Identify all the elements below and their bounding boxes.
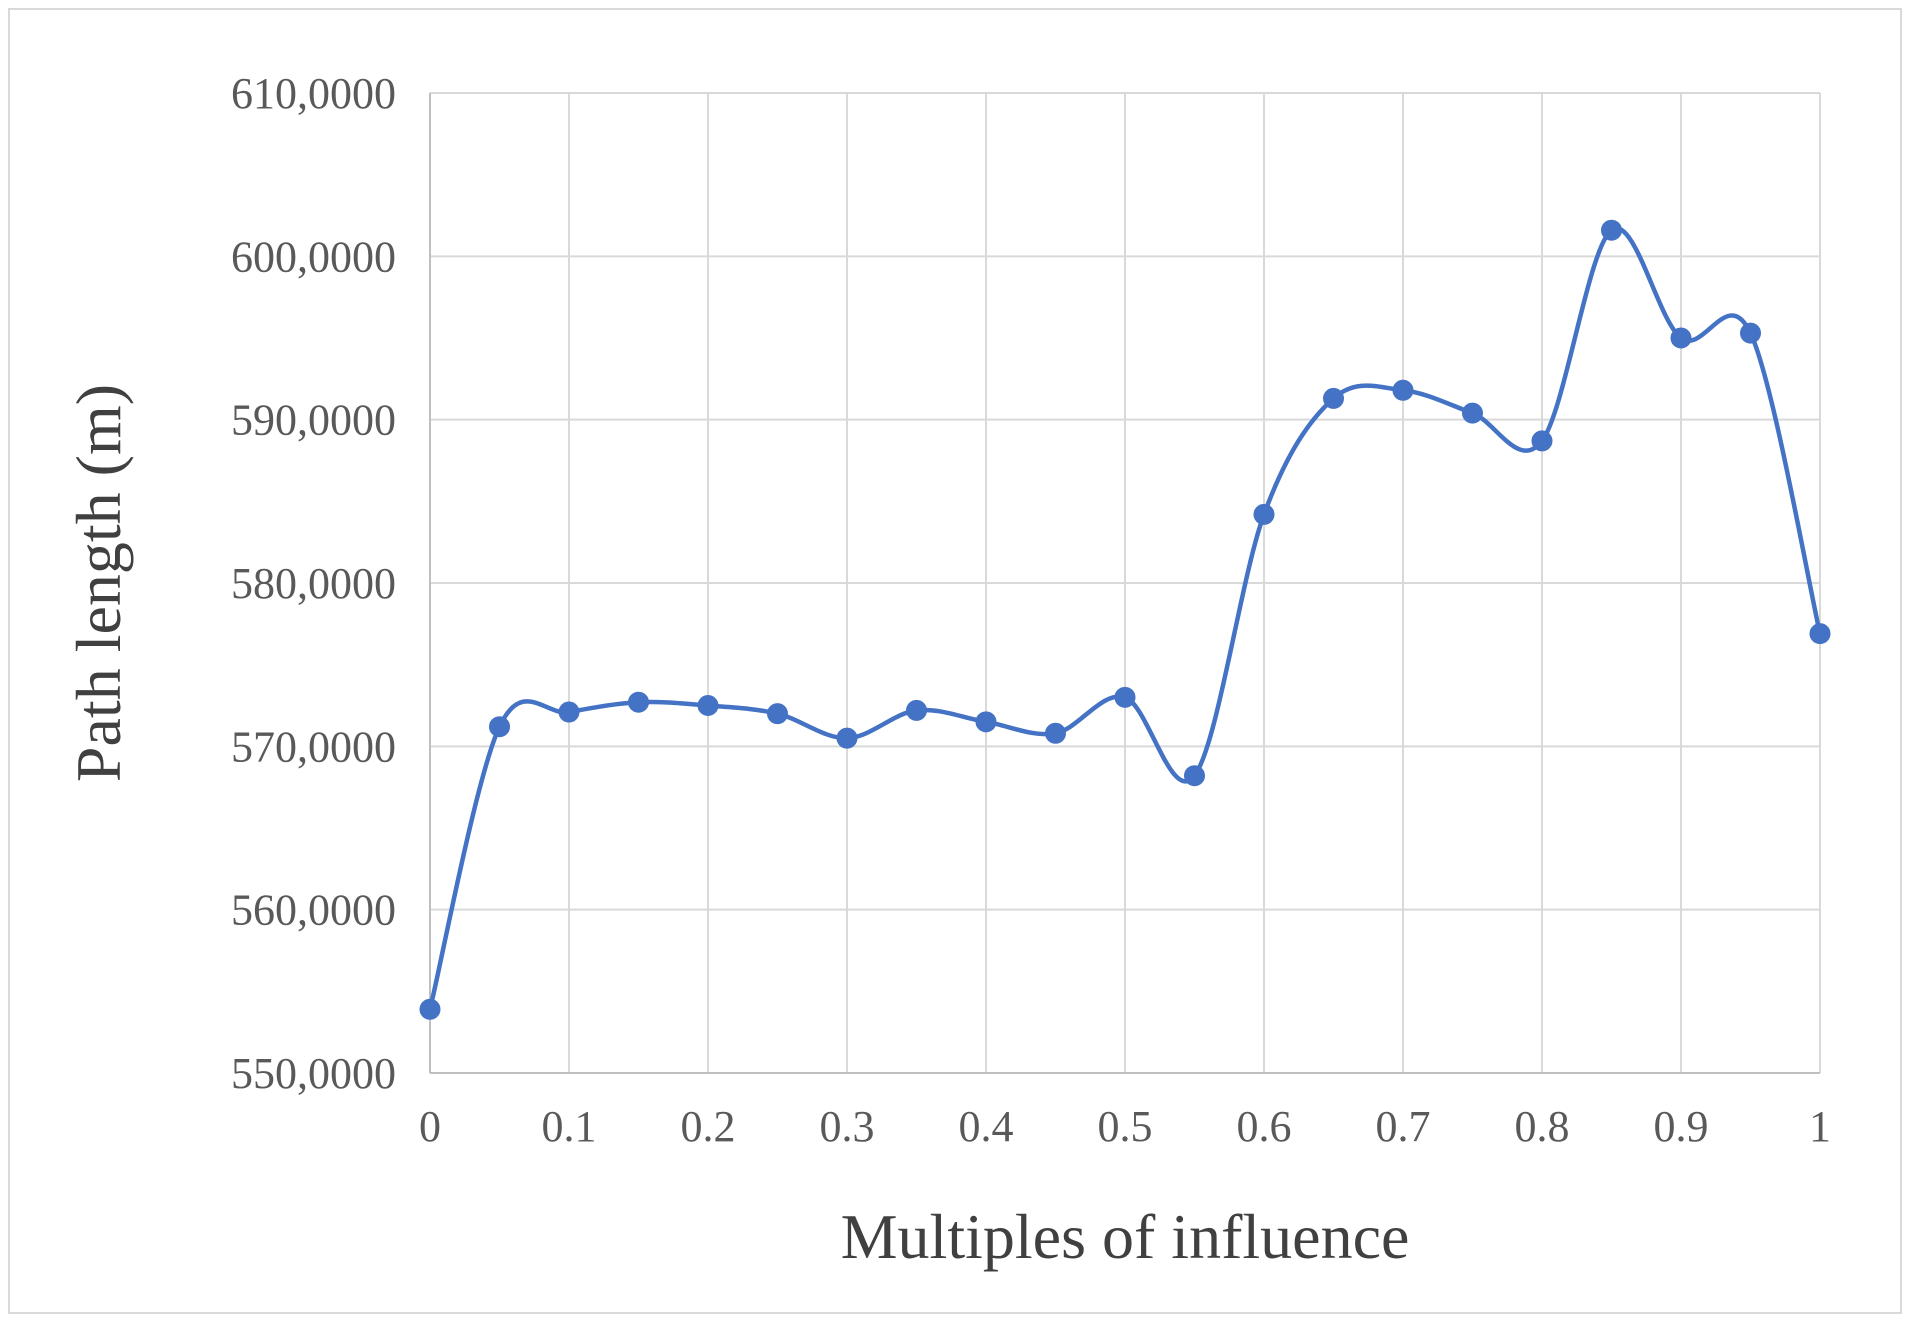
x-axis-title: Multiples of influence xyxy=(841,1201,1410,1272)
y-tick-label: 600,0000 xyxy=(231,232,396,281)
chart-frame xyxy=(8,8,1902,1314)
data-point xyxy=(1253,503,1275,525)
y-tick-label: 590,0000 xyxy=(231,396,396,445)
data-points xyxy=(419,219,1831,1020)
x-tick-label: 0.4 xyxy=(959,1102,1014,1151)
data-point xyxy=(1809,623,1831,645)
gridlines xyxy=(430,92,1821,1073)
y-tick-label: 550,0000 xyxy=(231,1049,396,1098)
y-tick-label: 560,0000 xyxy=(231,886,396,935)
x-tick-label: 0.3 xyxy=(820,1102,875,1151)
y-axis-tick-labels: 550,0000 560,0000 570,0000 580,0000 590,0000… xyxy=(231,69,396,1098)
x-tick-label: 0.6 xyxy=(1237,1102,1292,1151)
x-axis-tick-labels: 0 0.1 0.2 0.3 0.4 0.5 0.6 0.7 0.8 0.9 1 xyxy=(419,1102,1831,1151)
x-tick-label: 0 xyxy=(419,1102,441,1151)
y-axis-title: Path length (m) xyxy=(63,384,134,782)
data-point xyxy=(1323,387,1344,409)
data-point xyxy=(836,727,858,749)
data-point xyxy=(558,701,580,723)
data-point xyxy=(1601,219,1622,241)
x-tick-label: 0.1 xyxy=(542,1102,597,1151)
data-point xyxy=(1670,327,1692,349)
data-point xyxy=(628,691,649,713)
x-tick-label: 0.8 xyxy=(1515,1102,1570,1151)
data-point xyxy=(419,998,441,1020)
data-point xyxy=(1740,322,1761,344)
x-tick-label: 1 xyxy=(1809,1102,1831,1151)
data-point xyxy=(767,703,788,725)
data-point xyxy=(1462,402,1483,424)
data-point xyxy=(975,711,997,733)
x-tick-label: 0.7 xyxy=(1376,1102,1431,1151)
data-point xyxy=(1045,722,1066,744)
data-point xyxy=(1114,686,1136,708)
x-tick-label: 0.2 xyxy=(681,1102,736,1151)
data-point xyxy=(1392,379,1414,401)
y-tick-label: 570,0000 xyxy=(231,722,396,771)
data-point xyxy=(697,695,719,716)
data-point xyxy=(489,716,510,738)
axes xyxy=(429,93,1820,1074)
data-point xyxy=(1531,430,1553,452)
data-point xyxy=(906,699,927,721)
x-tick-label: 0.9 xyxy=(1654,1102,1709,1151)
y-tick-label: 580,0000 xyxy=(231,559,396,608)
y-tick-label: 610,0000 xyxy=(231,69,396,118)
data-point xyxy=(1184,765,1205,787)
x-tick-label: 0.5 xyxy=(1098,1102,1153,1151)
